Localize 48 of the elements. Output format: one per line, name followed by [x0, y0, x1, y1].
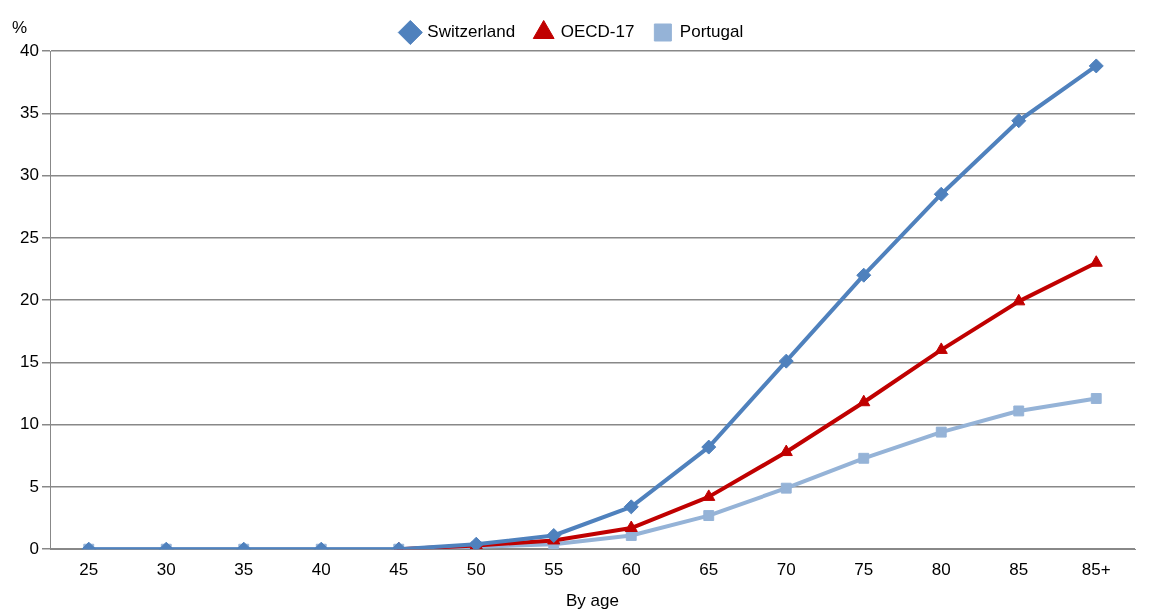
point: [624, 520, 638, 533]
x-axis-title: By age: [566, 591, 619, 611]
point: [934, 342, 948, 354]
x-tick-label: 35: [234, 560, 254, 580]
y-tick-label: 0: [29, 538, 39, 558]
y-tick-label: 5: [29, 476, 39, 496]
point: [546, 528, 562, 543]
legend-label: Switzerland: [427, 22, 516, 42]
point: [858, 452, 870, 464]
legend-label: OECD-17: [560, 22, 635, 42]
point: [1011, 113, 1027, 129]
y-axis-title: %: [12, 18, 28, 38]
y-tick-label: 40: [20, 40, 39, 60]
x-tick-label: 65: [699, 560, 719, 580]
x-tick-label: 25: [79, 560, 99, 580]
y-tick-label: 35: [20, 102, 39, 122]
point: [935, 426, 947, 438]
x-tick-label: 85+: [1081, 560, 1111, 580]
x-tick-label: 45: [389, 560, 409, 580]
x-tick-label: 60: [621, 560, 641, 580]
point: [1012, 293, 1026, 306]
x-tick-label: 50: [466, 560, 486, 580]
point: [780, 482, 792, 494]
y-tick-label: 15: [20, 352, 39, 372]
point: [778, 353, 794, 369]
y-tick-label: 20: [20, 289, 39, 309]
y-tick-label: 30: [20, 165, 39, 185]
x-tick-label: 80: [931, 560, 951, 580]
x-tick-label: 55: [544, 560, 564, 580]
point: [856, 267, 872, 283]
point: [857, 394, 871, 407]
x-tick-label: 40: [311, 560, 331, 580]
x-tick-label: 30: [156, 560, 176, 580]
point: [1088, 58, 1104, 74]
legend-label: Portugal: [679, 22, 744, 42]
point: [779, 444, 793, 457]
y-tick-label: 25: [20, 227, 39, 247]
x-tick-label: 85: [1009, 560, 1029, 580]
point: [1013, 405, 1025, 417]
point: [701, 439, 717, 455]
y-tick-label: 10: [20, 414, 39, 434]
x-tick-label: 75: [854, 560, 874, 580]
x-tick-label: 70: [776, 560, 796, 580]
point: [1090, 393, 1102, 404]
point: [702, 489, 716, 501]
point: [1089, 255, 1103, 267]
point: [933, 186, 949, 202]
point: [623, 499, 639, 515]
